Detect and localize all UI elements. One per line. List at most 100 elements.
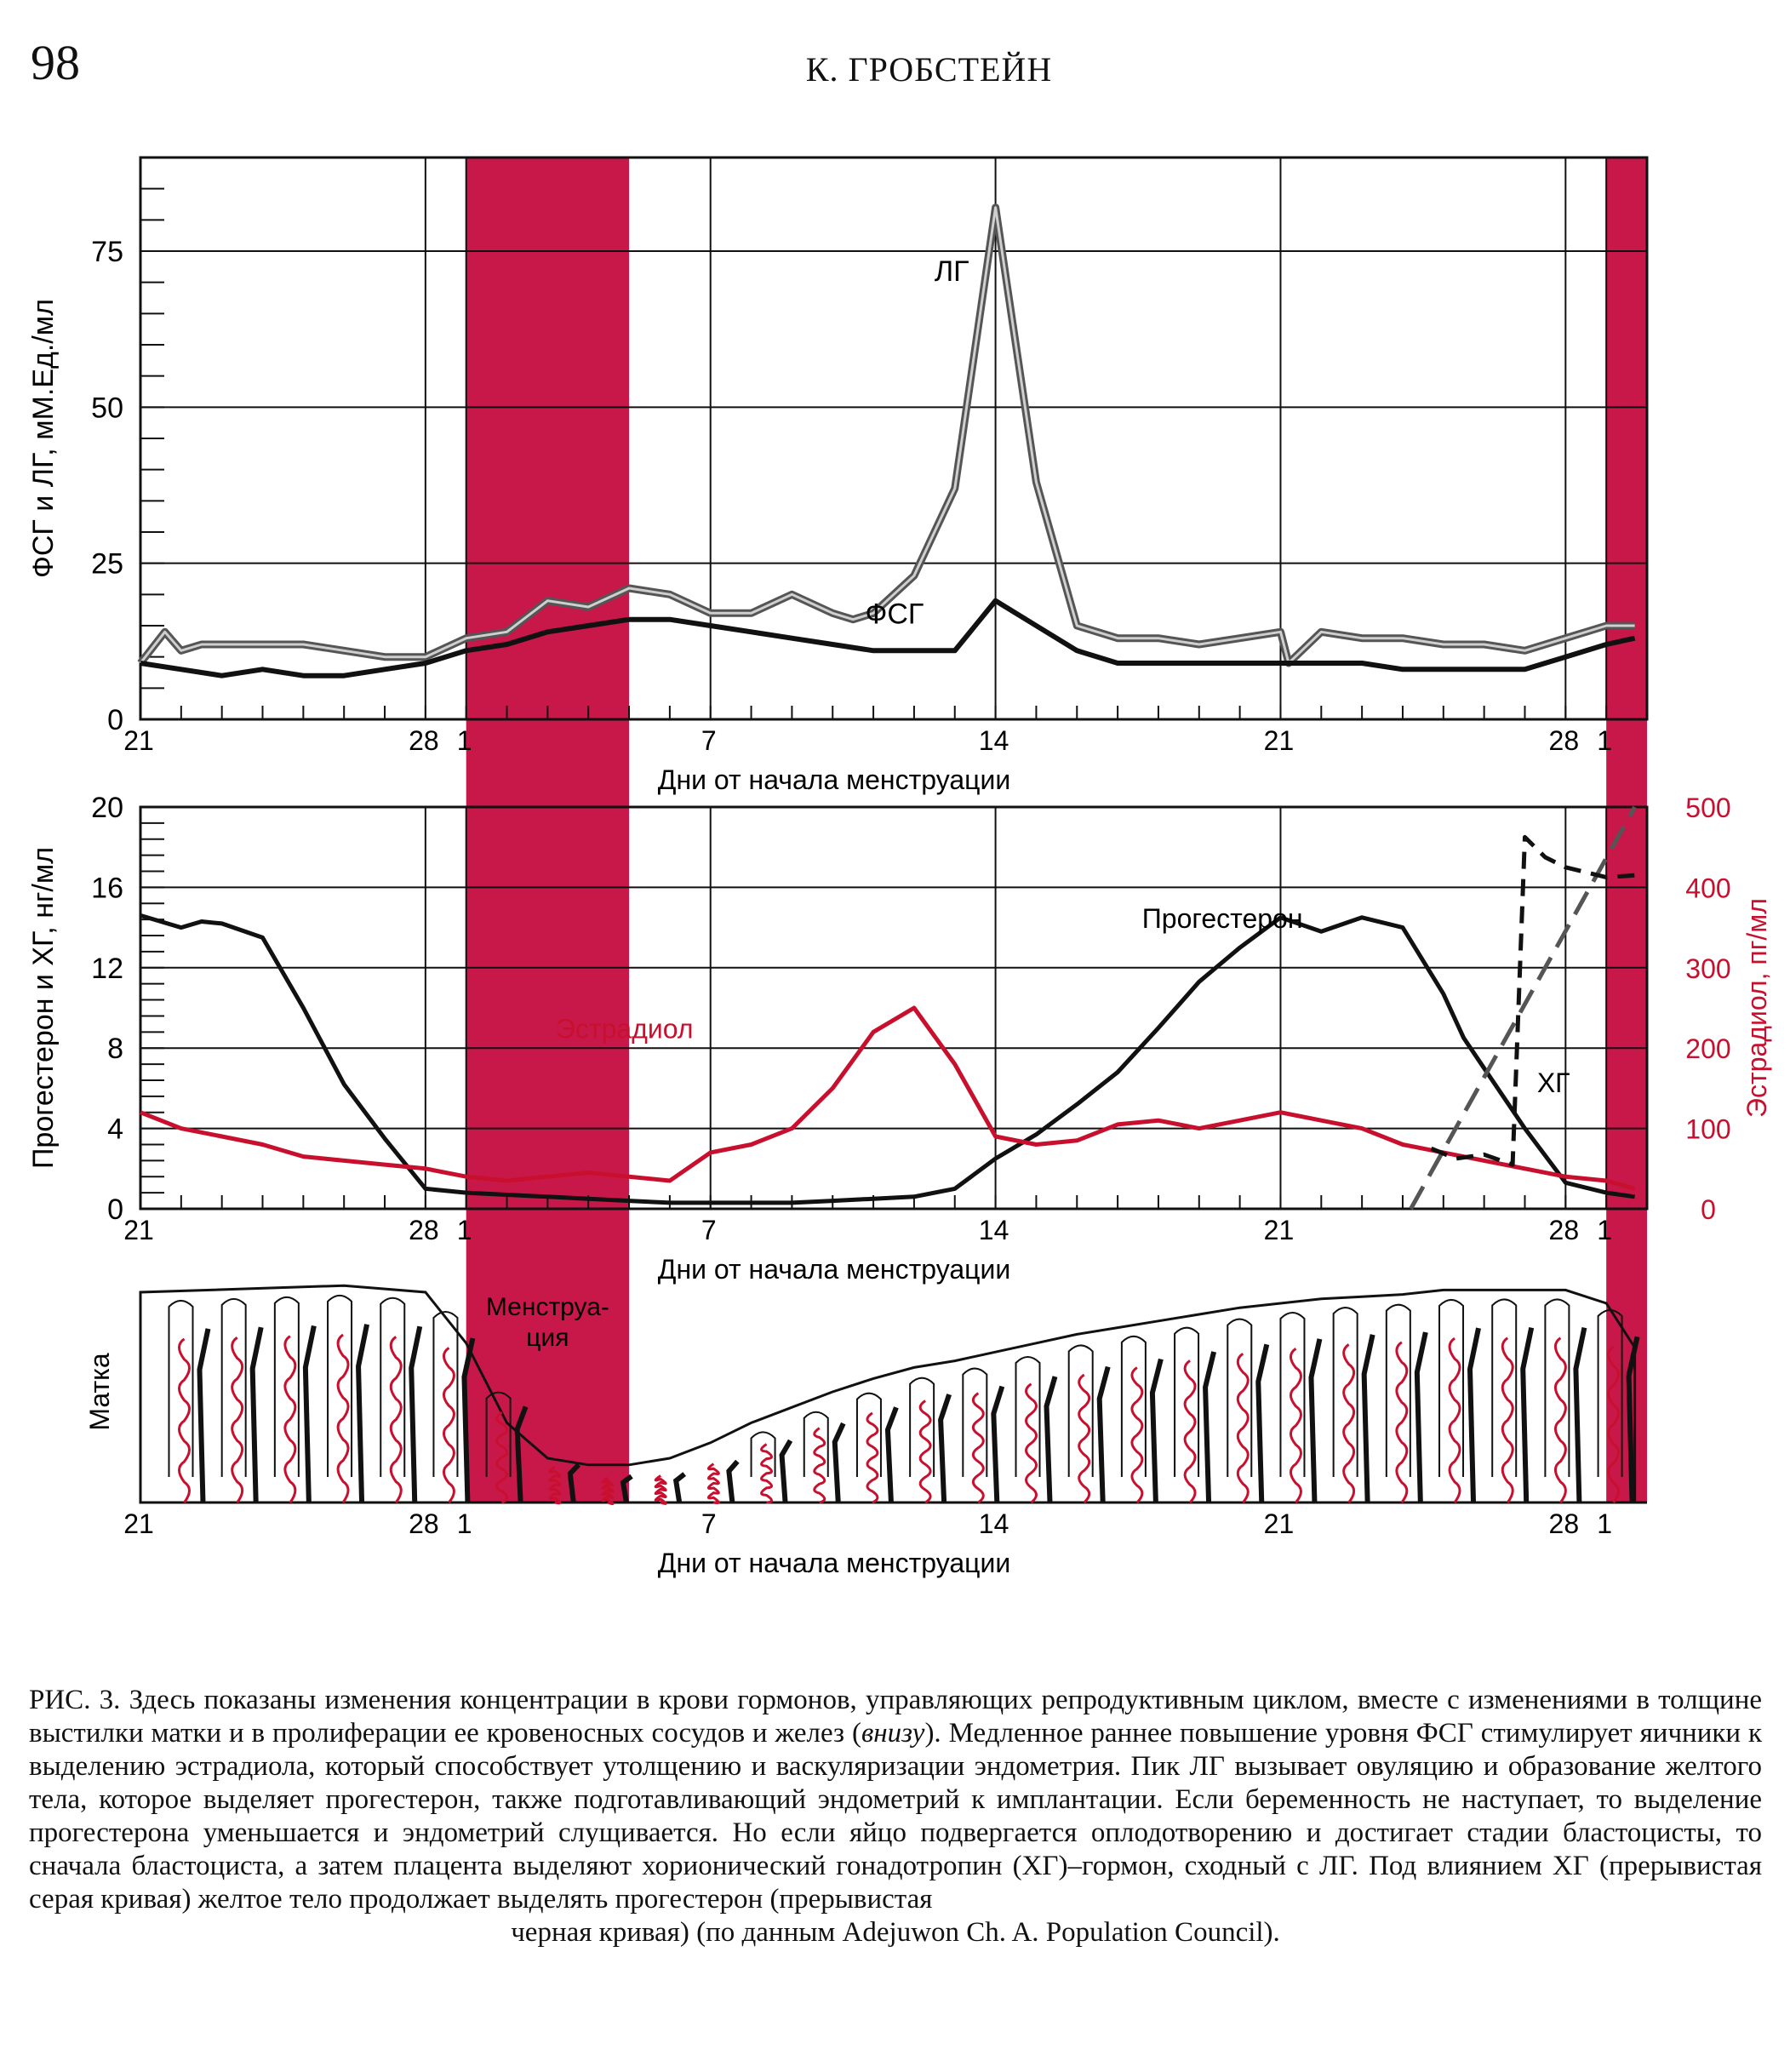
spiral-artery bbox=[1289, 1347, 1302, 1503]
gland bbox=[273, 1296, 300, 1477]
vein bbox=[779, 1439, 793, 1503]
menstruation-band-0 bbox=[466, 157, 630, 1502]
mid-chart-y2-tick-label: 500 bbox=[1685, 793, 1730, 823]
uterus-x-tick-label: 28 bbox=[409, 1508, 439, 1539]
spiral-artery bbox=[231, 1336, 244, 1503]
spiral-artery bbox=[918, 1399, 932, 1504]
gland bbox=[168, 1299, 194, 1477]
gland bbox=[220, 1297, 247, 1477]
mid-chart-frame bbox=[139, 805, 1649, 1211]
top-chart-x-tick-label: 28 bbox=[1549, 725, 1580, 756]
top-chart-y-tick-label: 0 bbox=[107, 704, 123, 736]
gland bbox=[750, 1431, 776, 1477]
vein bbox=[1626, 1336, 1640, 1503]
vein bbox=[938, 1394, 952, 1503]
uterus-x-tick-label: 1 bbox=[1597, 1508, 1612, 1539]
vein bbox=[1467, 1327, 1481, 1503]
uterus-x-tick-label: 1 bbox=[457, 1508, 472, 1539]
gland bbox=[1544, 1298, 1570, 1477]
mid-chart-y2-tick-label: 0 bbox=[1701, 1194, 1716, 1225]
mid-chart-x-tick-label: 1 bbox=[1597, 1215, 1612, 1245]
menstruation-label-1: Менструа- bbox=[486, 1293, 609, 1321]
mid-chart-y2-tick-label: 100 bbox=[1685, 1114, 1730, 1145]
top-chart-x-tick-label: 21 bbox=[1264, 725, 1295, 756]
mid-chart-y2-tick-label: 400 bbox=[1685, 873, 1730, 903]
top-chart-x-axis-label: Дни от начала менструации bbox=[658, 764, 1010, 795]
top-chart-y-tick-label: 75 bbox=[91, 236, 123, 268]
top-chart-x-tick-label: 1 bbox=[457, 725, 472, 756]
mid-chart-y-axis-label: Прогестерон и ХГ, нг/мл bbox=[27, 847, 60, 1169]
mid-chart-y-tick-label: 20 bbox=[91, 792, 123, 824]
endometrium-outline bbox=[139, 1284, 1637, 1504]
uterus-y-axis-label: Матка bbox=[84, 1353, 115, 1430]
spiral-artery bbox=[548, 1465, 562, 1505]
spiral-artery bbox=[1342, 1343, 1356, 1503]
spiral-artery bbox=[866, 1411, 879, 1504]
top-chart-x-tick-label: 1 bbox=[1597, 725, 1612, 756]
vein bbox=[1520, 1327, 1535, 1503]
spiral-artery bbox=[1025, 1382, 1038, 1504]
lh-series-line-inner bbox=[139, 206, 1635, 665]
mid-chart-y-tick-label: 8 bbox=[107, 1033, 123, 1065]
mid-chart-x-tick-label: 1 bbox=[457, 1215, 472, 1245]
mid-chart-x-tick-label: 14 bbox=[979, 1215, 1009, 1245]
vein bbox=[1044, 1376, 1058, 1503]
gland bbox=[1174, 1326, 1200, 1477]
spiral-artery bbox=[442, 1347, 455, 1503]
fsh-series-line bbox=[140, 598, 1636, 678]
gland bbox=[485, 1391, 512, 1477]
spiral-artery bbox=[1130, 1366, 1144, 1504]
gland bbox=[1491, 1298, 1518, 1477]
mid-chart-x-axis-label: Дни от начала менструации bbox=[658, 1254, 1010, 1285]
mid-series-line-3 bbox=[1430, 834, 1635, 1167]
estradiol-series-label: Эстрадиол bbox=[556, 1014, 694, 1045]
uterus-x-tick-label: 21 bbox=[123, 1508, 154, 1539]
caption-rest: ). Медленное раннее повышение уровня ФСГ… bbox=[29, 1718, 1762, 1915]
uterus-x-tick-label: 7 bbox=[701, 1508, 717, 1539]
gland bbox=[1015, 1356, 1041, 1477]
hcg-series-label: ХГ bbox=[1537, 1067, 1570, 1098]
gland bbox=[1227, 1318, 1253, 1477]
spiral-artery bbox=[1078, 1373, 1091, 1504]
spiral-artery bbox=[760, 1443, 774, 1504]
caption-italic: внизу bbox=[861, 1718, 925, 1749]
vein bbox=[1308, 1338, 1323, 1503]
vein bbox=[1149, 1358, 1164, 1503]
uterus-x-tick-label: 14 bbox=[979, 1508, 1009, 1539]
gland bbox=[803, 1411, 829, 1477]
mid-chart-y2-tick-label: 300 bbox=[1685, 953, 1730, 984]
progesterone-series-label: Прогестерон bbox=[1142, 903, 1303, 934]
vein bbox=[1255, 1343, 1270, 1503]
vein bbox=[567, 1462, 580, 1503]
fsh-series-label: ФСГ bbox=[866, 598, 924, 630]
vein bbox=[356, 1324, 369, 1503]
caption-last-line: черная кривая) (по данным Adejuwon Ch. A… bbox=[511, 1917, 1280, 1948]
gland bbox=[1438, 1298, 1465, 1477]
spiral-artery bbox=[389, 1336, 403, 1503]
lh-series-line-outer bbox=[137, 203, 1635, 667]
vein bbox=[1096, 1365, 1111, 1503]
spiral-artery bbox=[1501, 1336, 1514, 1503]
uterus-x-axis-label: Дни от начала менструации bbox=[658, 1548, 1010, 1578]
spiral-artery bbox=[336, 1333, 350, 1503]
page-number: 98 bbox=[31, 35, 80, 90]
vein bbox=[991, 1385, 1005, 1503]
gland bbox=[1597, 1308, 1623, 1477]
vein bbox=[1361, 1334, 1375, 1503]
mid-series-line-1 bbox=[140, 1005, 1636, 1191]
caption-lead: РИС. 3. Здесь показаны изменения концент… bbox=[29, 1685, 1762, 1749]
figure-caption: РИС. 3. Здесь показаны изменения концент… bbox=[29, 1684, 1762, 1949]
spiral-artery bbox=[1607, 1345, 1621, 1503]
mid-chart-x-tick-label: 28 bbox=[1549, 1215, 1580, 1245]
gland bbox=[1279, 1312, 1306, 1477]
running-header-author: К. ГРОБСТЕЙН bbox=[805, 50, 1053, 89]
spiral-artery bbox=[1448, 1336, 1461, 1503]
spiral-artery bbox=[283, 1335, 297, 1503]
top-chart-x-tick-label: 21 bbox=[123, 725, 154, 756]
spiral-artery bbox=[177, 1337, 191, 1503]
vein bbox=[197, 1328, 211, 1503]
mid-chart-y-tick-label: 12 bbox=[91, 953, 123, 985]
spiral-artery bbox=[971, 1392, 985, 1504]
gland bbox=[962, 1367, 988, 1477]
spiral-artery bbox=[495, 1411, 509, 1504]
